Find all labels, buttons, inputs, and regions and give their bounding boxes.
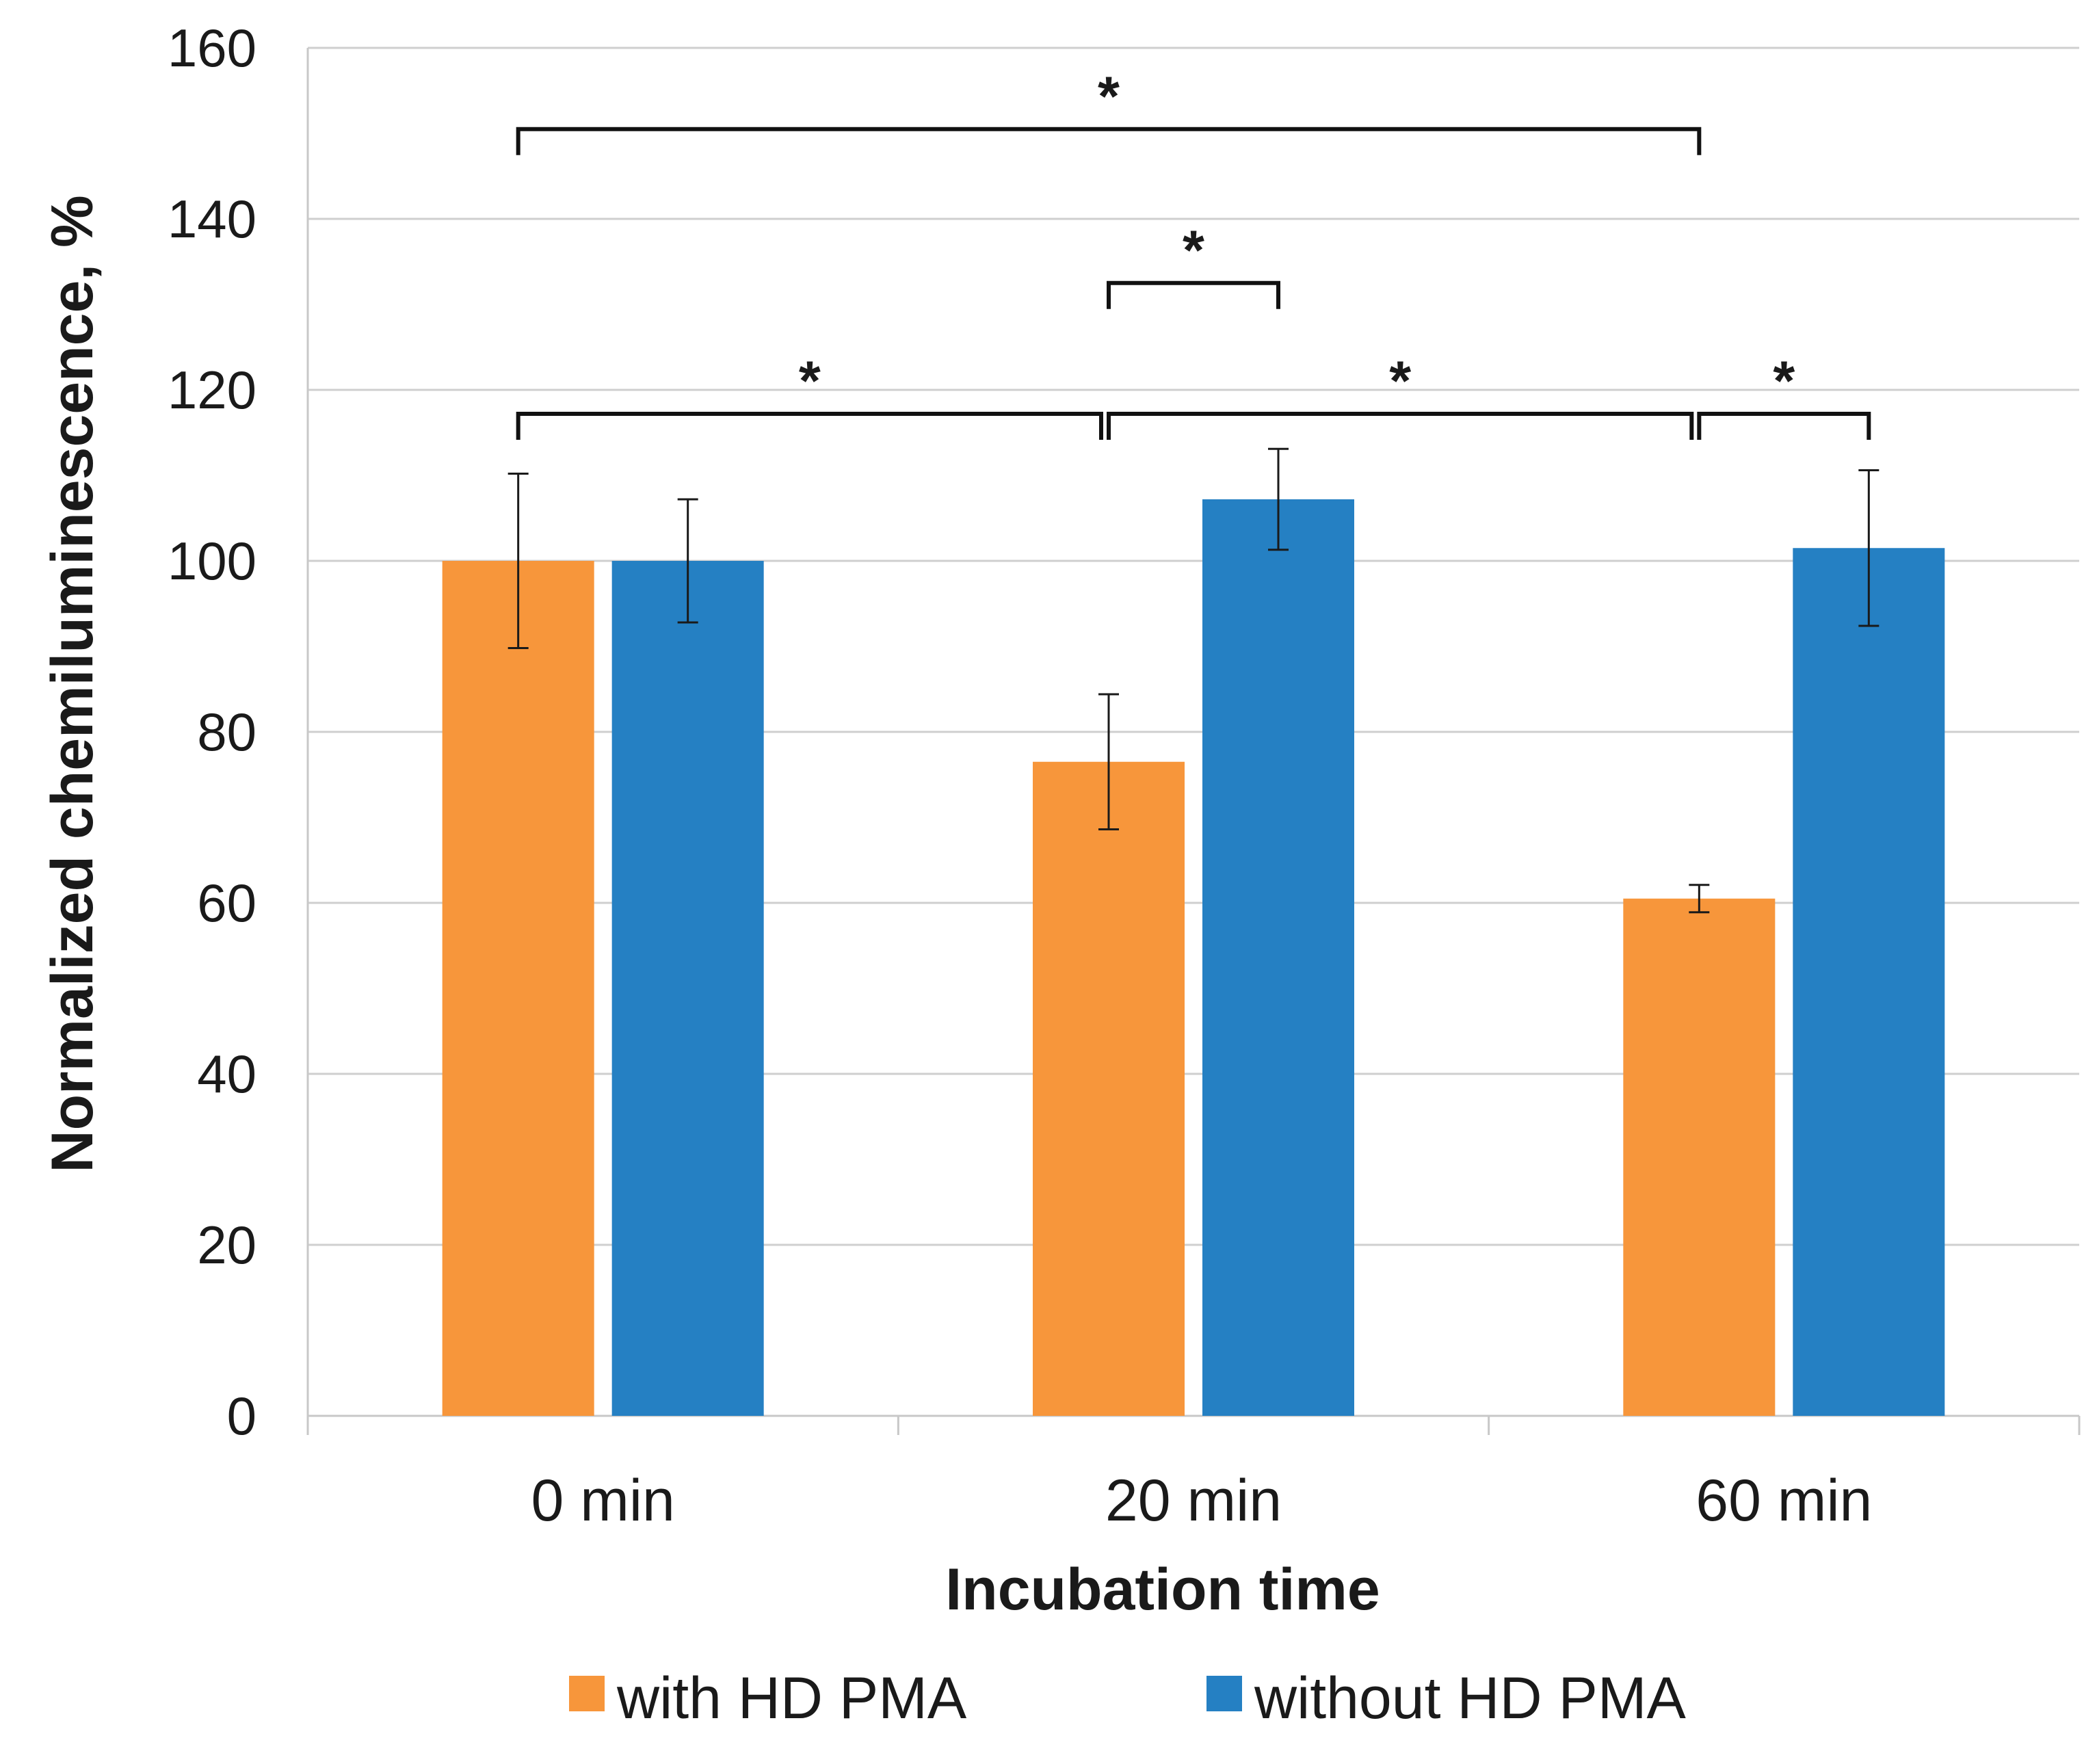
y-tick-label: 20 bbox=[197, 1215, 256, 1275]
y-tick-label: 140 bbox=[168, 189, 256, 249]
bar bbox=[1033, 761, 1185, 1416]
significance-bracket bbox=[1697, 412, 1871, 440]
y-tick-label: 160 bbox=[168, 18, 256, 78]
significance-bracket bbox=[516, 412, 1103, 440]
bars bbox=[442, 499, 1945, 1416]
bar bbox=[1623, 898, 1776, 1416]
significance-label: * bbox=[1098, 66, 1120, 128]
y-tick-labels: 0 20 40 60 80 100 120 140 160 bbox=[168, 18, 256, 1446]
axes bbox=[306, 48, 2081, 1435]
gridlines bbox=[308, 47, 2079, 1246]
error-bars bbox=[507, 447, 1880, 914]
y-tick-label: 40 bbox=[197, 1044, 256, 1104]
x-tick-labels: 0 min 20 min 60 min bbox=[531, 1468, 1873, 1533]
x-tick-label: 60 min bbox=[1696, 1468, 1872, 1533]
y-tick-label: 100 bbox=[168, 531, 256, 591]
significance-label: * bbox=[1183, 220, 1204, 282]
legend-swatch bbox=[569, 1676, 605, 1711]
legend-swatch bbox=[1206, 1676, 1242, 1711]
x-tick-label: 0 min bbox=[531, 1468, 675, 1533]
bar bbox=[1202, 499, 1354, 1416]
significance-label: * bbox=[1773, 350, 1795, 412]
legend: with HD PMA without HD PMA bbox=[569, 1666, 1686, 1731]
significance-bracket bbox=[1107, 412, 1694, 440]
significance-label: * bbox=[799, 350, 821, 412]
significance-label: * bbox=[1389, 350, 1411, 412]
significance-bracket bbox=[1107, 280, 1280, 309]
legend-label: with HD PMA bbox=[616, 1666, 967, 1731]
legend-label: without HD PMA bbox=[1254, 1666, 1686, 1731]
y-tick-label: 80 bbox=[197, 702, 256, 762]
y-tick-label: 60 bbox=[197, 873, 256, 933]
bar bbox=[1793, 548, 1945, 1416]
y-tick-label: 120 bbox=[168, 360, 256, 420]
significance-brackets: * * * * * bbox=[516, 66, 1871, 440]
x-axis-title: Incubation time bbox=[945, 1557, 1380, 1622]
y-axis-title: Normalized chemiluminescence, % bbox=[40, 195, 105, 1172]
y-tick-label: 0 bbox=[227, 1386, 256, 1446]
x-tick-label: 20 min bbox=[1105, 1468, 1282, 1533]
bar bbox=[442, 561, 594, 1416]
bar bbox=[611, 561, 764, 1416]
significance-bracket bbox=[516, 127, 1702, 155]
